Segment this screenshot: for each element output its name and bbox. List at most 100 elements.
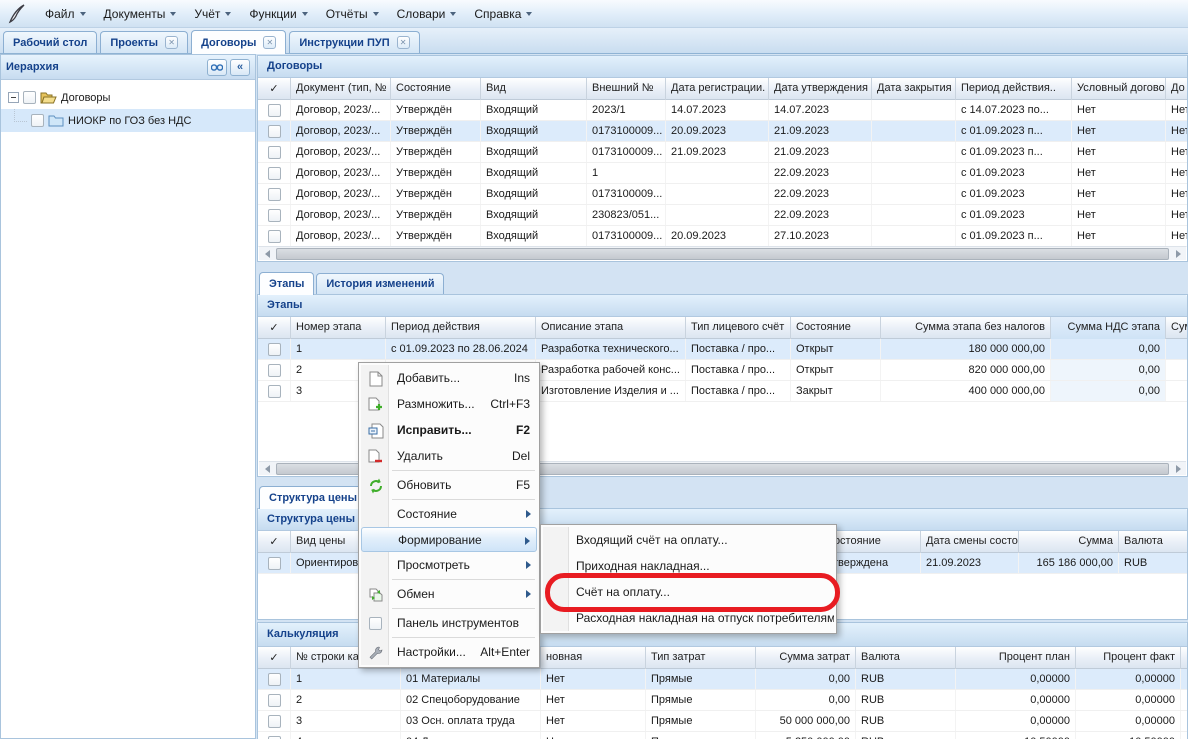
close-tab-icon[interactable]: ✕ [263, 36, 277, 49]
menu-documents[interactable]: Документы [95, 3, 186, 25]
column-header[interactable]: Процент факт [1076, 647, 1181, 669]
column-header[interactable]: Период действия.. [956, 78, 1072, 100]
menu-item-view[interactable]: Просмотреть [361, 552, 537, 578]
column-header[interactable]: Тип лицевого счёт [686, 317, 791, 339]
table-row[interactable]: 1 01 Материалы Нет Прямые 0,00 RUB 0,00000 0,00… [258, 669, 1187, 690]
column-header[interactable]: Дата смены состоя [921, 531, 1019, 553]
column-header[interactable]: Сумма этапа без налогов [881, 317, 1051, 339]
row-checkbox[interactable] [258, 100, 291, 120]
column-header[interactable]: До [1166, 78, 1187, 100]
menu-item-delete[interactable]: Удалить Del [361, 443, 537, 469]
scroll-left-arrow-icon[interactable] [259, 462, 275, 476]
tab-stages[interactable]: Этапы [259, 272, 315, 295]
close-tab-icon[interactable]: ✕ [165, 36, 179, 49]
row-checkbox[interactable] [258, 205, 291, 225]
tree-expander-icon[interactable] [8, 92, 19, 103]
column-header[interactable]: ✓ [258, 78, 291, 100]
row-checkbox[interactable] [258, 553, 291, 573]
column-header[interactable]: Внешний № [587, 78, 666, 100]
table-row[interactable]: Договор, 2023/... Утверждён Входящий 1 22.09… [258, 163, 1187, 184]
row-checkbox[interactable] [258, 732, 291, 739]
column-header[interactable]: Описание этапа [536, 317, 686, 339]
table-row[interactable]: 3 03 Осн. оплата труда Нет Прямые 50 000 000… [258, 711, 1187, 732]
tab-instructions[interactable]: Инструкции ПУП ✕ [289, 31, 420, 53]
column-header[interactable]: Документ (тип, № [291, 78, 391, 100]
scrollbar-thumb[interactable] [276, 247, 1169, 260]
tree-checkbox[interactable] [23, 91, 36, 104]
column-header[interactable]: Номер этапа [291, 317, 386, 339]
column-header[interactable] [401, 647, 541, 669]
menu-item-duplicate[interactable]: Размножить... Ctrl+F3 [361, 391, 537, 417]
table-row[interactable]: Договор, 2023/... Утверждён Входящий 017310… [258, 184, 1187, 205]
column-header[interactable]: Дата регистрации. [666, 78, 769, 100]
tab-change-history[interactable]: История изменений [316, 273, 445, 294]
row-checkbox[interactable] [258, 163, 291, 183]
menu-functions[interactable]: Функции [240, 3, 316, 25]
scroll-right-arrow-icon[interactable] [1170, 247, 1186, 261]
column-header[interactable]: Вид [481, 78, 587, 100]
tree-item-niokr[interactable]: НИОКР по ГОЗ без НДС [1, 109, 255, 132]
menu-accounting[interactable]: Учёт [185, 3, 240, 25]
column-header[interactable]: Тип затрат [646, 647, 756, 669]
close-tab-icon[interactable]: ✕ [396, 36, 410, 49]
column-header[interactable]: новная [541, 647, 646, 669]
column-header[interactable]: Условный договор [1072, 78, 1166, 100]
column-header[interactable]: Состояние [821, 531, 921, 553]
menu-reports[interactable]: Отчёты [317, 3, 388, 25]
tree-checkbox[interactable] [31, 114, 44, 127]
submenu-item-receipt-note[interactable]: Приходная накладная... [576, 559, 710, 573]
row-checkbox[interactable] [258, 690, 291, 710]
horizontal-scrollbar[interactable] [259, 246, 1186, 260]
submenu-item-outgoing-note[interactable]: Расходная накладная на отпуск потребител… [576, 611, 834, 625]
menu-item-refresh[interactable]: Обновить F5 [361, 472, 537, 498]
tree-item-contracts[interactable]: Договоры [1, 86, 255, 109]
row-checkbox[interactable] [258, 711, 291, 731]
column-header[interactable]: Период действия [386, 317, 536, 339]
scroll-left-arrow-icon[interactable] [259, 247, 275, 261]
row-checkbox[interactable] [258, 121, 291, 141]
column-header[interactable]: Сумма затрат [756, 647, 856, 669]
column-header[interactable]: Сумма эт [1166, 317, 1187, 339]
menu-item-edit[interactable]: Исправить... F2 [361, 417, 537, 443]
column-header[interactable]: Сумма [1019, 531, 1119, 553]
menu-item-toolbar[interactable]: Панель инструментов [361, 610, 537, 636]
scroll-right-arrow-icon[interactable] [1170, 462, 1186, 476]
row-checkbox[interactable] [258, 184, 291, 204]
row-checkbox[interactable] [258, 142, 291, 162]
submenu-item-payment-invoice[interactable]: Счёт на оплату... [576, 585, 670, 599]
column-header[interactable]: Дата закрытия [872, 78, 956, 100]
column-header[interactable]: Дата утверждения [769, 78, 872, 100]
row-checkbox[interactable] [258, 381, 291, 401]
menu-item-state[interactable]: Состояние [361, 501, 537, 527]
row-checkbox[interactable] [258, 360, 291, 380]
collapse-sidebar-icon[interactable]: « [230, 58, 250, 76]
column-header[interactable]: ✓ [258, 647, 291, 669]
menu-dictionaries[interactable]: Словари [388, 3, 466, 25]
menu-item-exchange[interactable]: Обмен [361, 581, 537, 607]
menu-item-add[interactable]: Добавить... Ins [361, 365, 537, 391]
table-row[interactable]: Договор, 2023/... Утверждён Входящий 017310… [258, 142, 1187, 163]
column-header[interactable]: Состояние [791, 317, 881, 339]
row-checkbox[interactable] [258, 339, 291, 359]
row-checkbox[interactable] [258, 226, 291, 246]
column-header[interactable]: Состояние [391, 78, 481, 100]
column-header[interactable]: ✓ [258, 531, 291, 553]
search-icon[interactable] [207, 58, 227, 76]
table-row[interactable]: Договор, 2023/... Утверждён Входящий 017310… [258, 226, 1187, 247]
column-header[interactable]: Процент план [956, 647, 1076, 669]
tab-projects[interactable]: Проекты ✕ [100, 31, 189, 53]
menu-help[interactable]: Справка [465, 3, 541, 25]
row-checkbox[interactable] [258, 669, 291, 689]
tab-price-structure[interactable]: Структура цены [259, 486, 367, 509]
tab-contracts[interactable]: Договоры ✕ [191, 30, 287, 54]
table-row[interactable]: 2 02 Спецоборудование Нет Прямые 0,00 RUB 0,00… [258, 690, 1187, 711]
column-header[interactable]: Валюта [856, 647, 956, 669]
table-row[interactable]: Договор, 2023/... Утверждён Входящий 017310… [258, 121, 1187, 142]
column-header[interactable]: Сумма НДС этапа [1051, 317, 1166, 339]
table-row[interactable]: Договор, 2023/... Утверждён Входящий 230823… [258, 205, 1187, 226]
column-header[interactable]: ✓ [258, 317, 291, 339]
tab-desktop[interactable]: Рабочий стол [3, 31, 98, 53]
column-header[interactable]: Валюта [1119, 531, 1187, 553]
